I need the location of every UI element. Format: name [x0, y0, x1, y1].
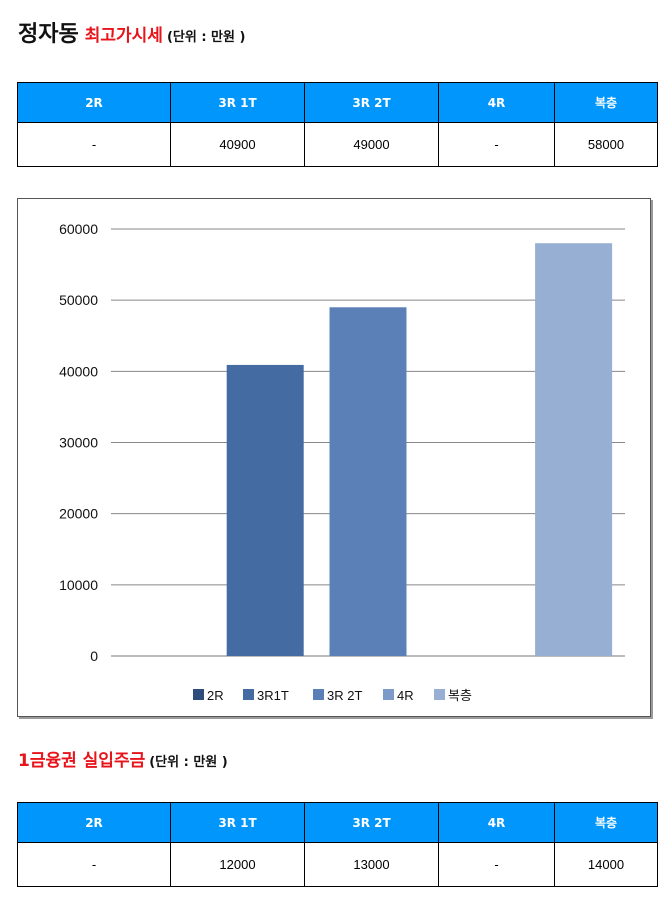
- legend-label: 3R 2T: [327, 688, 362, 703]
- table-cell: -: [438, 122, 555, 167]
- legend-label: 복층: [448, 688, 472, 703]
- section2-title: 1금융권 실입주금 (단위 : 만원 ): [18, 746, 228, 771]
- column-header: 4R: [438, 802, 555, 843]
- complex-name: 정자동: [18, 22, 79, 47]
- bar-chart-svg: 0 10000 20000 30000 40000 50000 60000 2R 3R1T 3R…: [59, 221, 625, 703]
- table-cell: -: [438, 842, 555, 887]
- column-header: 복층: [554, 82, 658, 123]
- y-tick-label: 40000: [59, 363, 98, 379]
- table-cell: 49000: [304, 122, 439, 167]
- column-header: 3R 2T: [304, 82, 439, 123]
- section1-title: 정자동 최고가시세 (단위 : 만원 ): [18, 16, 245, 48]
- max-price-heading: 최고가시세: [84, 26, 163, 46]
- legend-label: 4R: [397, 688, 414, 703]
- table-cell: 40900: [170, 122, 305, 167]
- column-header: 2R: [17, 82, 171, 123]
- y-tick-label: 20000: [59, 506, 98, 522]
- legend-swatch: [313, 689, 324, 700]
- column-header: 복층: [554, 802, 658, 843]
- table-header-row: 2R 3R 1T 3R 2T 4R 복층: [17, 802, 658, 843]
- bar-2: [226, 364, 304, 656]
- bar-5: [535, 243, 613, 656]
- y-tick-label: 50000: [59, 292, 98, 308]
- down-payment-table: 2R 3R 1T 3R 2T 4R 복층 - 12000 13000 - 140…: [17, 802, 658, 887]
- column-header: 4R: [438, 82, 555, 123]
- legend-label: 3R1T: [257, 688, 289, 703]
- y-tick-label: 10000: [59, 577, 98, 593]
- legend-swatch: [383, 689, 394, 700]
- table-row: - 12000 13000 - 14000: [17, 842, 658, 887]
- table-cell: 58000: [554, 122, 658, 167]
- legend-swatch: [243, 689, 254, 700]
- legend-label: 2R: [207, 688, 224, 703]
- column-header: 3R 2T: [304, 802, 439, 843]
- table-header-row: 2R 3R 1T 3R 2T 4R 복층: [17, 82, 658, 123]
- y-tick-label: 0: [90, 648, 98, 664]
- table-cell: 12000: [170, 842, 305, 887]
- table-cell: -: [17, 122, 171, 167]
- column-header: 2R: [17, 802, 171, 843]
- max-price-table: 2R 3R 1T 3R 2T 4R 복층 - 40900 49000 - 580…: [17, 82, 658, 167]
- y-tick-label: 30000: [59, 435, 98, 451]
- down-payment-heading: 1금융권 실입주금: [18, 751, 146, 771]
- unit-label: (단위 : 만원 ): [166, 30, 246, 45]
- price-chart: 0 10000 20000 30000 40000 50000 60000 2R 3R1T 3R…: [17, 198, 651, 717]
- table-cell: -: [17, 842, 171, 887]
- y-tick-label: 60000: [59, 221, 98, 237]
- table-cell: 14000: [554, 842, 658, 887]
- unit-label: (단위 : 만원 ): [149, 755, 228, 770]
- table-cell: 13000: [304, 842, 439, 887]
- column-header: 3R 1T: [170, 82, 305, 123]
- bar-3: [329, 307, 407, 656]
- column-header: 3R 1T: [170, 802, 305, 843]
- table-row: - 40900 49000 - 58000: [17, 122, 658, 167]
- legend-swatch: [434, 689, 445, 700]
- legend-swatch: [193, 689, 204, 700]
